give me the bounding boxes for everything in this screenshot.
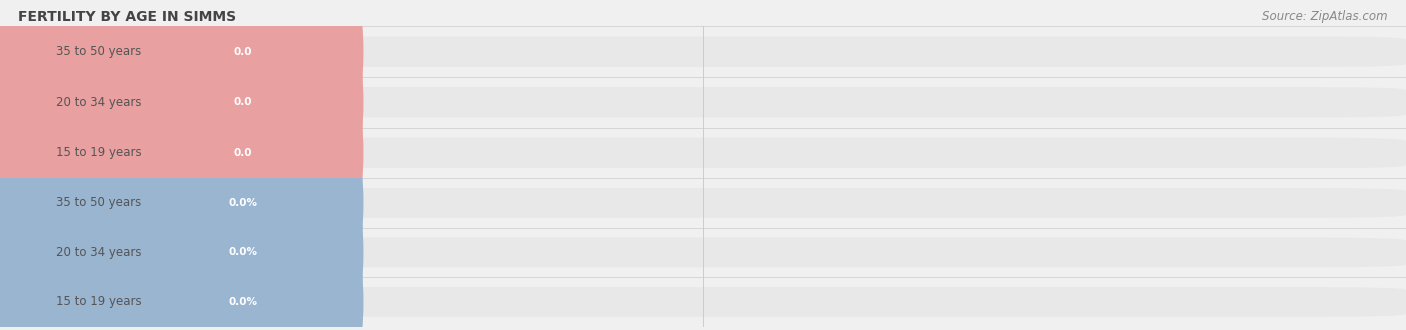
FancyBboxPatch shape	[3, 239, 277, 266]
FancyBboxPatch shape	[207, 239, 280, 266]
FancyBboxPatch shape	[3, 139, 277, 167]
Ellipse shape	[0, 0, 363, 330]
FancyBboxPatch shape	[0, 138, 1406, 168]
Text: 0.0%: 0.0%	[229, 297, 257, 307]
Ellipse shape	[0, 0, 363, 330]
FancyBboxPatch shape	[3, 288, 277, 316]
Text: 0.0: 0.0	[233, 47, 253, 57]
FancyBboxPatch shape	[207, 189, 280, 217]
Ellipse shape	[0, 0, 363, 330]
Text: Source: ZipAtlas.com: Source: ZipAtlas.com	[1263, 10, 1388, 23]
Text: 35 to 50 years: 35 to 50 years	[56, 196, 142, 210]
FancyBboxPatch shape	[207, 88, 280, 116]
FancyBboxPatch shape	[0, 37, 1406, 67]
Text: 20 to 34 years: 20 to 34 years	[56, 246, 142, 259]
FancyBboxPatch shape	[0, 188, 1406, 218]
FancyBboxPatch shape	[3, 38, 277, 66]
FancyBboxPatch shape	[0, 287, 1406, 317]
Ellipse shape	[0, 0, 363, 330]
Text: FERTILITY BY AGE IN SIMMS: FERTILITY BY AGE IN SIMMS	[18, 10, 236, 24]
Text: 15 to 19 years: 15 to 19 years	[56, 295, 142, 309]
Text: 0.0: 0.0	[233, 148, 253, 158]
FancyBboxPatch shape	[207, 139, 280, 167]
FancyBboxPatch shape	[3, 88, 277, 116]
Text: 15 to 19 years: 15 to 19 years	[56, 147, 142, 159]
Text: 0.0: 0.0	[233, 97, 253, 107]
Text: 35 to 50 years: 35 to 50 years	[56, 45, 142, 58]
Text: 20 to 34 years: 20 to 34 years	[56, 96, 142, 109]
FancyBboxPatch shape	[207, 38, 280, 66]
FancyBboxPatch shape	[207, 288, 280, 316]
Text: 0.0%: 0.0%	[229, 248, 257, 257]
FancyBboxPatch shape	[3, 189, 277, 217]
FancyBboxPatch shape	[0, 238, 1406, 267]
Text: 0.0%: 0.0%	[229, 198, 257, 208]
FancyBboxPatch shape	[0, 87, 1406, 117]
Ellipse shape	[0, 0, 363, 330]
Ellipse shape	[0, 0, 363, 330]
